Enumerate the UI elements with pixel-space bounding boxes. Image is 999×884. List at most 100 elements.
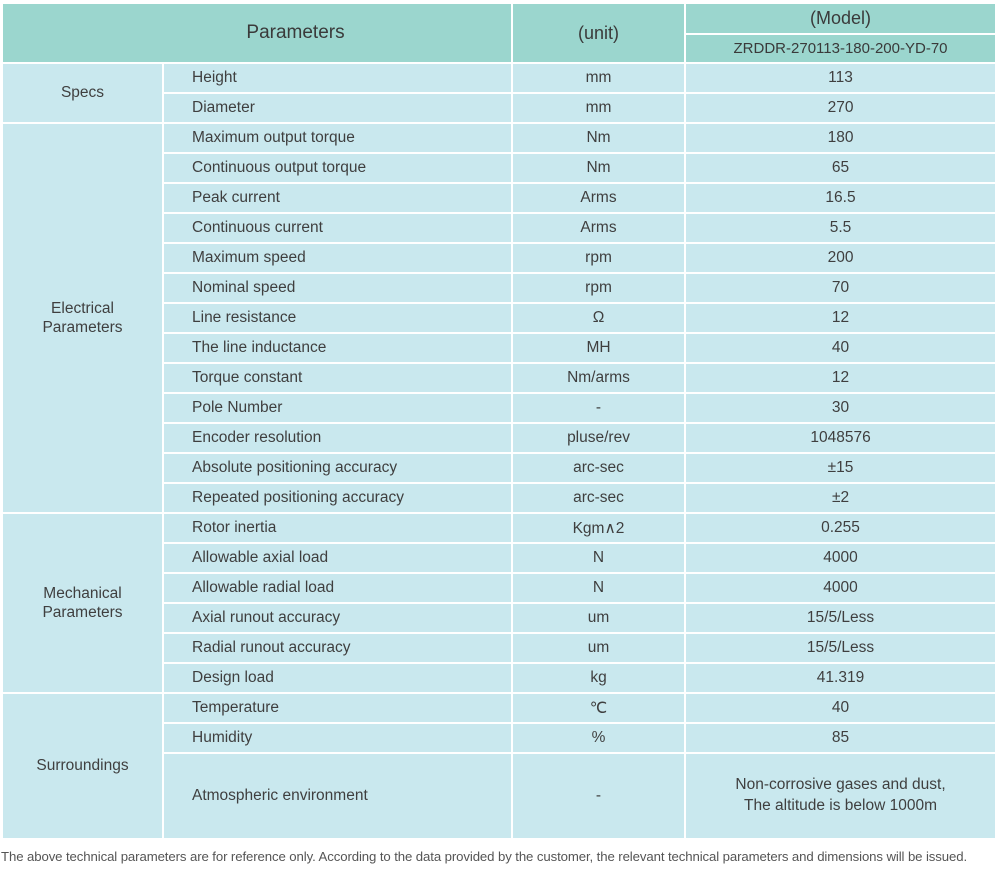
unit-cell: arc-sec: [513, 454, 685, 482]
unit-cell: MH: [513, 334, 685, 362]
unit-cell: Nm/arms: [513, 364, 685, 392]
table-row: Atmospheric environment - Non-corrosive ga…: [3, 754, 996, 838]
table-row: The line inductance MH 40: [3, 334, 996, 362]
parameter-name-cell: Diameter: [164, 94, 512, 122]
unit-cell: mm: [513, 64, 685, 92]
value-cell: 40: [686, 334, 996, 362]
unit-cell: um: [513, 604, 685, 632]
parameter-name-cell: Allowable radial load: [164, 574, 512, 602]
value-cell: 1048576: [686, 424, 996, 452]
unit-cell: mm: [513, 94, 685, 122]
value-cell: 85: [686, 724, 996, 752]
table-row: Maximum speed rpm 200: [3, 244, 996, 272]
footer-disclaimer: The above technical parameters are for r…: [1, 849, 968, 864]
table-row: Pole Number -30: [3, 394, 996, 422]
section-label: Specs: [3, 64, 162, 122]
table-header: Parameters (unit) (Model) ZRDDR-270113-1…: [3, 4, 996, 62]
value-cell: 40: [686, 694, 996, 722]
spec-table: Parameters (unit) (Model) ZRDDR-270113-1…: [1, 2, 998, 840]
parameter-name-cell: Maximum output torque: [164, 124, 512, 152]
value-cell: 113: [686, 64, 996, 92]
value-cell: 4000: [686, 574, 996, 602]
table-row: Nominal speed rpm 70: [3, 274, 996, 302]
parameter-name-cell: Repeated positioning accuracy: [164, 484, 512, 512]
unit-cell: arc-sec: [513, 484, 685, 512]
parameter-name-cell: Continuous output torque: [164, 154, 512, 182]
value-cell: 180: [686, 124, 996, 152]
parameter-name-cell: Humidity: [164, 724, 512, 752]
table-row: Mechanical Parameters Rotor inertia Kgm∧2 0…: [3, 514, 996, 692]
unit-cell: um: [513, 634, 685, 662]
model-header: (Model): [686, 4, 996, 33]
section-label: Surroundings: [3, 694, 162, 838]
value-cell: 70: [686, 274, 996, 302]
table-row: Surroundings Temperature ℃ 40: [3, 694, 996, 838]
table-row: Line resistance Ω 12: [3, 304, 996, 332]
unit-cell: ℃: [513, 694, 685, 722]
value-cell: 5.5: [686, 214, 996, 242]
unit-cell: Ω: [513, 304, 685, 332]
unit-cell: %: [513, 724, 685, 752]
parameter-name-cell: Line resistance: [164, 304, 512, 332]
unit-cell: Nm: [513, 124, 685, 152]
value-cell: Non-corrosive gases and dust, The altitu…: [686, 754, 996, 838]
table-row: Continuous current Arms 5.5: [3, 214, 996, 242]
value-cell: 15/5/Less: [686, 634, 996, 662]
parameter-name-cell: Absolute positioning accuracy: [164, 454, 512, 482]
unit-header: (unit): [513, 4, 685, 62]
parameter-name-cell: Maximum speed: [164, 244, 512, 272]
section-label: Electrical Parameters: [3, 124, 162, 512]
parameter-name-cell: Axial runout accuracy: [164, 604, 512, 632]
header-row-model-value: ZRDDR-270113-180-200-YD-70: [3, 35, 996, 62]
parameters-header: Parameters: [3, 4, 512, 62]
value-cell: 15/5/Less: [686, 604, 996, 632]
value-cell: 4000: [686, 544, 996, 572]
table-row: Encoder resolution pluse/rev 1048576: [3, 424, 996, 452]
unit-cell: Arms: [513, 214, 685, 242]
table-row: Peak current Arms 16.5: [3, 184, 996, 212]
unit-cell: -: [513, 754, 685, 838]
parameter-name-cell: Torque constant: [164, 364, 512, 392]
table-row: Absolute positioning accuracy arc-sec ±15: [3, 454, 996, 482]
parameter-name-cell: Continuous current: [164, 214, 512, 242]
unit-cell: Arms: [513, 184, 685, 212]
table-row: Repeated positioning accuracy arc-sec ±2: [3, 484, 996, 512]
unit-cell: N: [513, 574, 685, 602]
value-cell: 30: [686, 394, 996, 422]
parameter-name-cell: Temperature: [164, 694, 512, 722]
table-row: Torque constant Nm/arms 12: [3, 364, 996, 392]
parameter-name-cell: Atmospheric environment: [164, 754, 512, 838]
value-cell: 200: [686, 244, 996, 272]
header-row-model: Parameters (unit) (Model): [3, 4, 996, 62]
value-cell: 65: [686, 154, 996, 182]
parameter-name-cell: Design load: [164, 664, 512, 692]
unit-cell: kg: [513, 664, 685, 692]
parameter-name-cell: Allowable axial load: [164, 544, 512, 572]
unit-cell: Kgm∧2: [513, 514, 685, 542]
table-row: Allowable radial load N 4000: [3, 574, 996, 602]
unit-cell: rpm: [513, 274, 685, 302]
unit-cell: Nm: [513, 154, 685, 182]
parameter-name-cell: Peak current: [164, 184, 512, 212]
model-number: ZRDDR-270113-180-200-YD-70: [686, 35, 996, 62]
value-cell: ±2: [686, 484, 996, 512]
value-cell: 12: [686, 364, 996, 392]
value-cell: 270: [686, 94, 996, 122]
unit-cell: -: [513, 394, 685, 422]
unit-cell: rpm: [513, 244, 685, 272]
parameter-name-cell: The line inductance: [164, 334, 512, 362]
unit-cell: pluse/rev: [513, 424, 685, 452]
table-row: Axial runout accuracy um 15/5/Less: [3, 604, 996, 632]
parameter-name-cell: Radial runout accuracy: [164, 634, 512, 662]
parameter-name-cell: Rotor inertia: [164, 514, 512, 542]
table-row: Allowable axial load N 4000: [3, 544, 996, 572]
table-body: Specs Height mm 113 Diameter mm 270 Electrical …: [3, 64, 996, 838]
table-row: Continuous output torque Nm 65: [3, 154, 996, 182]
table-row: Specs Height mm 113: [3, 64, 996, 122]
unit-cell: N: [513, 544, 685, 572]
value-cell: ±15: [686, 454, 996, 482]
table-row: Diameter mm 270: [3, 94, 996, 122]
value-cell: 0.255: [686, 514, 996, 542]
parameter-name-cell: Pole Number: [164, 394, 512, 422]
parameter-name-cell: Height: [164, 64, 512, 92]
